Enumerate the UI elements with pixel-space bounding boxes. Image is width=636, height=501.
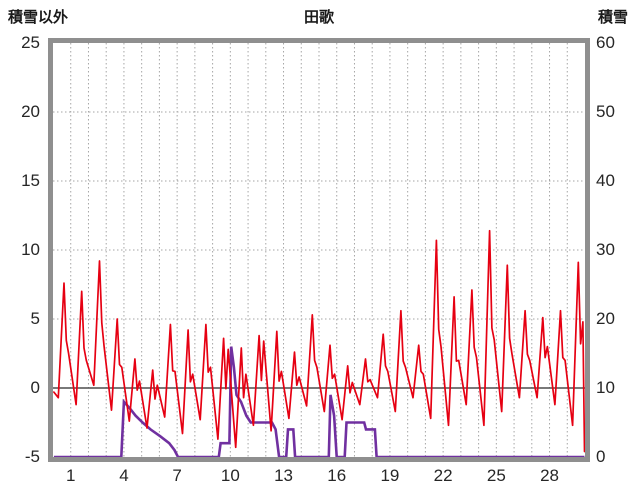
x-axis-tick: 13: [274, 466, 293, 485]
non-snow-line: [53, 229, 585, 453]
right-axis-tick: 10: [596, 378, 615, 397]
right-axis-tick: 0: [596, 447, 606, 466]
left-axis-tick: -5: [24, 447, 40, 466]
x-axis-tick: 19: [380, 466, 400, 485]
plot-frame: [48, 38, 590, 462]
left-axis-tick: 5: [30, 309, 40, 328]
chart-title: 田歌: [303, 9, 335, 26]
left-axis-tick: 20: [21, 102, 40, 121]
x-axis-tick: 25: [486, 466, 506, 485]
x-axis-tick: 10: [220, 466, 240, 485]
snow-depth-line: [53, 346, 585, 457]
x-axis-tick: 4: [119, 466, 129, 485]
left-axis-tick: 25: [21, 33, 40, 52]
right-axis-tick: 30: [596, 240, 615, 259]
x-axis-tick: 22: [433, 466, 453, 485]
right-axis-tick: 60: [596, 33, 615, 52]
left-axis-tick: 10: [21, 240, 40, 259]
x-axis-tick: 7: [172, 466, 182, 485]
x-axis-tick: 28: [540, 466, 559, 485]
plot-svg: [53, 43, 585, 457]
right-axis-tick: 20: [596, 309, 615, 328]
right-axis-title: 積雪: [597, 9, 628, 26]
left-axis-title: 積雪以外: [8, 9, 69, 26]
left-axis-tick: 0: [30, 378, 40, 397]
x-axis-tick: 1: [65, 466, 76, 485]
right-axis-tick: 40: [596, 171, 615, 190]
left-axis-tick: 15: [21, 171, 40, 190]
right-axis-tick: 50: [596, 102, 615, 121]
x-axis-tick: 16: [327, 466, 347, 485]
